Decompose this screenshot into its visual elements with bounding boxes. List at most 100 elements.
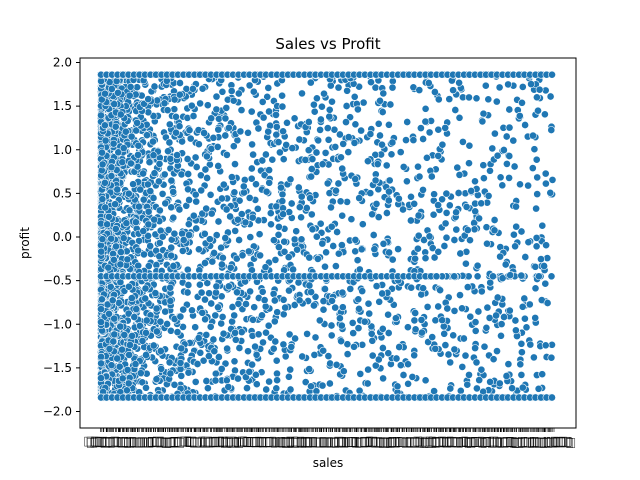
data-point-4814: [177, 170, 186, 179]
data-point-3681: [316, 126, 324, 134]
data-point-2983: [217, 292, 226, 301]
data-point-3553: [272, 384, 281, 393]
data-point-2054: [244, 347, 252, 356]
data-point-4378: [479, 109, 488, 118]
data-point-3710: [376, 96, 384, 105]
data-point-4265: [462, 259, 470, 268]
data-point-4405: [157, 365, 166, 373]
data-point-3200: [258, 311, 266, 320]
data-point-3957: [371, 361, 380, 370]
data-point-35: [403, 177, 411, 186]
data-point-4174: [410, 351, 419, 360]
data-point-2130: [428, 244, 437, 252]
data-point-2205: [479, 161, 488, 170]
data-point-4253: [272, 111, 280, 119]
data-point-2512: [240, 176, 249, 184]
data-point-36: [199, 356, 208, 365]
data-point-2150: [452, 225, 461, 234]
data-point-4554: [224, 282, 233, 291]
data-point-3297: [255, 230, 264, 239]
data-point-3542: [541, 279, 550, 288]
data-point-4627: [465, 159, 473, 168]
data-point-3016: [250, 303, 259, 312]
data-point-4588: [249, 87, 258, 96]
data-point-2090: [323, 124, 332, 132]
data-point-2401: [434, 95, 443, 104]
data-point-4296: [270, 317, 279, 326]
data-point-2241: [161, 199, 170, 208]
data-point-4672: [374, 355, 383, 364]
data-point-3050: [394, 245, 402, 253]
data-point-2848: [421, 376, 430, 385]
data-point-4294: [344, 133, 353, 141]
data-point-4092: [209, 335, 218, 344]
data-point-4673: [427, 172, 436, 181]
data-point-3968: [531, 262, 540, 271]
data-point-4968: [378, 324, 387, 333]
data-point-2835: [517, 227, 526, 236]
data-point-4158: [196, 99, 204, 108]
data-point-3497: [285, 372, 293, 381]
data-point-3491: [332, 262, 340, 270]
data-point-1805: [346, 285, 355, 293]
data-point-2770: [264, 84, 273, 92]
data-point-394: [321, 149, 330, 157]
data-point-4877: [467, 187, 476, 195]
data-point-4411: [254, 124, 263, 133]
data-point-1835: [446, 358, 455, 367]
data-point-4757: [379, 89, 388, 98]
data-point-1983: [245, 81, 254, 90]
data-point-4187: [462, 203, 471, 211]
data-point-3048: [384, 349, 393, 358]
data-point-2854: [188, 306, 196, 315]
data-point-2464: [543, 299, 552, 307]
data-point-4368: [267, 220, 275, 229]
data-point-4316: [451, 106, 460, 114]
data-point-2084: [442, 233, 451, 242]
data-point-2422: [440, 329, 449, 338]
data-point-2250: [327, 203, 335, 212]
data-point-2994: [272, 356, 281, 365]
data-point-2575: [248, 360, 256, 369]
data-point-3326: [385, 120, 393, 129]
data-point-2784: [473, 261, 482, 270]
data-point-311: [543, 254, 552, 262]
data-point-4928: [200, 129, 208, 137]
data-point-3105: [530, 353, 538, 362]
data-point-2061: [429, 210, 438, 219]
data-point-4039: [170, 95, 179, 104]
data-point-4952: [498, 181, 507, 190]
data-point-4795: [533, 190, 542, 198]
data-point-2715: [310, 351, 319, 359]
data-point-800: [331, 303, 340, 312]
data-point-2385: [138, 378, 147, 387]
data-point-4406: [342, 102, 351, 110]
data-point-3683: [338, 241, 346, 249]
data-point-4259: [482, 223, 491, 232]
data-point-4831: [371, 150, 380, 159]
data-point-3859: [350, 342, 358, 351]
data-point-864: [243, 384, 251, 392]
data-point-4298: [169, 213, 178, 222]
data-point-4822: [115, 362, 124, 371]
data-point-2658: [327, 331, 336, 340]
data-point-4696: [491, 129, 499, 138]
data-point-4319: [146, 242, 155, 250]
data-point-4202: [230, 188, 239, 197]
data-point-4639: [327, 222, 336, 231]
data-point-1932: [320, 89, 328, 98]
data-point-2212: [272, 130, 281, 139]
data-point-4432: [342, 118, 350, 126]
data-point-4966: [489, 355, 498, 364]
data-point-4178: [419, 284, 427, 293]
data-point-3320: [261, 302, 270, 311]
data-point-2876: [388, 77, 397, 86]
data-point-4718: [489, 272, 497, 281]
data-point-4407: [259, 338, 267, 347]
data-point-3482: [187, 101, 196, 110]
data-point-3095: [533, 93, 541, 102]
data-point-3404: [183, 155, 192, 163]
data-point-3430: [434, 125, 443, 134]
data-point-4783: [515, 112, 524, 120]
data-point-4955: [283, 118, 291, 127]
